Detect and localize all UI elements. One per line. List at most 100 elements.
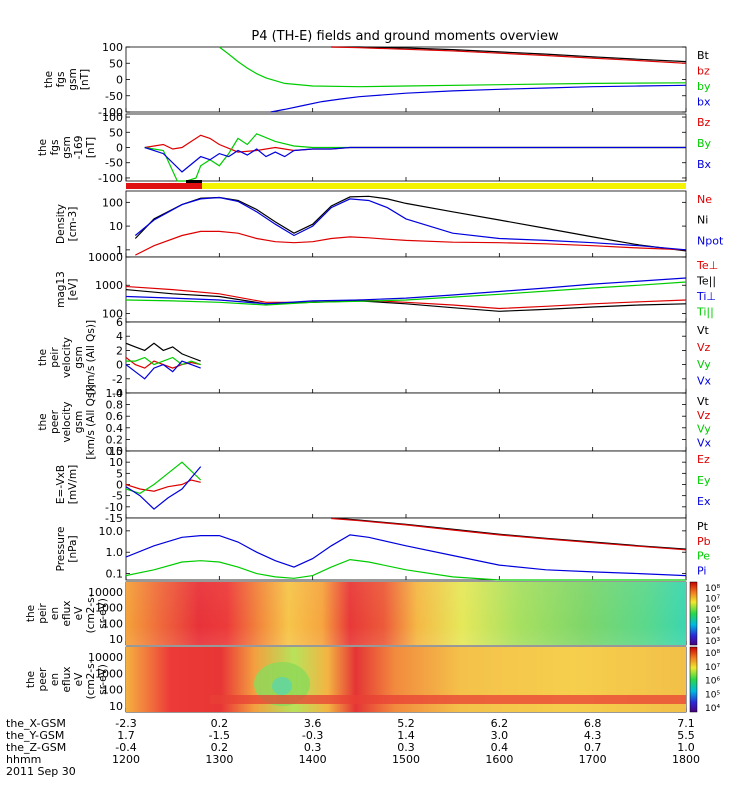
ephemeris-value: 0.7 [584, 741, 602, 754]
y-tick-label: 10 [109, 220, 123, 233]
ion-spectrogram-shade [126, 582, 686, 645]
ephemeris-value: 7.1 [677, 717, 695, 730]
y-axis-label: [nT] [79, 69, 91, 90]
y-axis-label: eflux [61, 667, 73, 693]
legend-entry: Ex [697, 495, 711, 508]
legend-entry: Vx [697, 375, 712, 388]
y-tick-label: 0.8 [106, 399, 124, 412]
y-tick-label: 0 [116, 479, 123, 492]
y-tick-label: -4 [112, 387, 123, 400]
y-tick-label: 1000 [95, 279, 123, 292]
panel-fgs_gsm: 100 50 0 -50 -100 the fgs gsm -169 [nT] Bz By Bx [37, 111, 712, 185]
y-tick-label: 0 [116, 142, 123, 155]
y-tick-label: 10000 [88, 251, 123, 264]
y-tick-label: -15 [105, 512, 123, 525]
x-tick-label: 1500 [392, 753, 420, 766]
y-tick-label: 0.6 [106, 410, 124, 423]
y-axis-label: Pressure [55, 527, 67, 572]
y-tick-label: 1.0 [106, 387, 124, 400]
colorbar-tick-label: 10⁷ [705, 595, 720, 605]
y-tick-label: 100 [102, 684, 123, 697]
y-axis-label: fgs [49, 140, 61, 156]
y-axis-label: [km/s (All Qs)] [85, 320, 97, 395]
y-axis-label: the [25, 671, 37, 688]
y-axis-label: [eV] [67, 279, 79, 301]
legend-entry: Npot [697, 234, 724, 247]
y-tick-label: 2 [116, 344, 123, 357]
legend-entry: Ne [697, 193, 712, 206]
ephemeris-value: 4.3 [584, 729, 602, 742]
panel-peir_velocity: 642 0-2-4 the peir velocity gsm [km/s (All Qs)… [37, 316, 712, 400]
legend-entry: Ni [697, 214, 708, 227]
legend-entry: Ey [697, 474, 711, 487]
y-axis-label: the [25, 605, 37, 622]
panel-frame [125, 190, 687, 258]
y-axis-label: peer [37, 667, 49, 692]
y-axis-label: sr-eV) [97, 598, 109, 629]
y-tick-label: -50 [105, 90, 123, 103]
y-tick-label: 0.4 [106, 422, 124, 435]
series-line-Te|| [125, 289, 687, 312]
ephemeris-value: 6.2 [491, 717, 509, 730]
x-tick-label: 1300 [205, 753, 233, 766]
y-tick-label: 100 [102, 617, 123, 630]
ephemeris-value: 0.2 [211, 741, 229, 754]
mode-bar-slow [126, 183, 202, 189]
y-tick-label: 15 [109, 445, 123, 458]
panel-density: 100 10 1 Density [cm-3] Ne Ni Npot [55, 190, 724, 258]
y-axis-label: [cm-3] [67, 207, 79, 242]
electron-red-band [210, 695, 686, 704]
ephemeris-value: 0.4 [491, 741, 509, 754]
y-tick-label: 100 [102, 41, 123, 54]
y-tick-label: 10.0 [99, 525, 124, 538]
legend-entry: bx [697, 95, 711, 108]
legend-entry: Vy [697, 423, 711, 436]
y-axis-label: the [43, 71, 55, 88]
y-tick-label: -50 [105, 157, 123, 170]
y-axis-label: velocity [61, 401, 73, 442]
ion-spectrogram [126, 582, 686, 645]
y-axis-label: (cm2-s- [85, 659, 97, 699]
colorbar-tick-label: 10⁶ [705, 605, 720, 615]
y-axis-label: gsm [67, 68, 79, 90]
legend-entry: Pe [697, 550, 710, 563]
series-line-Ti⊥ [125, 277, 687, 305]
y-axis-label: Density [55, 204, 67, 244]
series-line-Vy [126, 356, 201, 366]
colorbar-tick-label: 10⁸ [705, 649, 720, 659]
legend-entry: Te⊥ [696, 259, 718, 272]
y-axis-label: [nT] [85, 137, 97, 158]
series-line-Ti|| [125, 281, 687, 306]
x-tick-label: 1600 [485, 753, 513, 766]
y-tick-label: 1 [116, 244, 123, 257]
y-axis-label: velocity [61, 337, 73, 378]
legend-entry: by [697, 80, 711, 93]
colorbar-tick-label: 10⁶ [705, 677, 720, 687]
y-tick-label: 10000 [88, 651, 123, 664]
ephemeris-value: 3.0 [491, 729, 509, 742]
panel-frame [125, 321, 687, 394]
legend-entry: Vt [697, 324, 710, 337]
y-axis-label: eflux [61, 601, 73, 627]
colorbar-tick-label: 10⁷ [705, 663, 720, 673]
x-tick-label: 1400 [299, 753, 327, 766]
y-tick-label: -100 [98, 172, 123, 185]
colorbar-tick-label: 10⁵ [705, 690, 720, 700]
series-line-Ez [125, 479, 201, 492]
ephemeris-value: 1.0 [677, 741, 695, 754]
legend-entry: Bx [697, 158, 712, 171]
series-line-Vt [125, 342, 201, 362]
series-line-Bx [144, 146, 686, 173]
legend-entry: Te|| [696, 274, 716, 287]
y-axis-label: sr-eV) [97, 664, 109, 695]
electron-green-core [272, 677, 292, 695]
ephemeris-label: the_X-GSM [6, 717, 66, 730]
y-axis-label: mag13 [55, 271, 67, 308]
y-tick-label: -10 [105, 501, 123, 514]
colorbar-tick-label: 10⁴ [705, 704, 720, 714]
legend-entry: Vx [697, 436, 712, 449]
panel-frame [125, 450, 687, 519]
y-axis-label: peir [49, 347, 61, 368]
